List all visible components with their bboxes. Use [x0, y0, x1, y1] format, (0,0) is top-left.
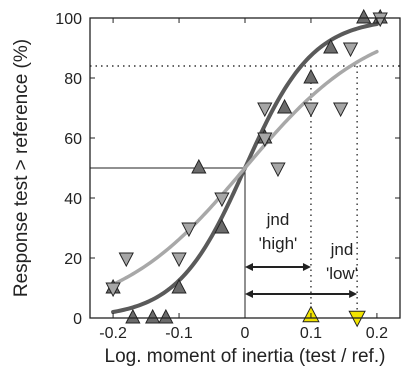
data-point-high-4: [171, 278, 187, 294]
jnd-annotation-0: jnd: [266, 210, 290, 229]
data-point-high-11: [356, 8, 372, 24]
x-tick-label-3: 0.1: [300, 325, 322, 342]
data-point-low-3: [181, 222, 197, 238]
data-point-high-9: [303, 68, 319, 84]
data-point-low-5: [257, 132, 273, 148]
data-point-low-0: [105, 282, 121, 298]
x-tick-label-4: 0.2: [366, 325, 388, 342]
jnd-arrow-head-right-0: [302, 263, 311, 271]
threshold-marker-low: [348, 310, 366, 328]
fit-curve-low: [111, 49, 379, 287]
data-point-low-8: [303, 102, 319, 118]
jnd-annotation-3: 'low': [326, 264, 358, 283]
data-point-high-8: [276, 98, 293, 114]
data-point-low-6: [257, 102, 273, 118]
jnd-arrow-head-left-0: [245, 263, 253, 271]
plot-layer: jnd 'high' jnd 'low': [90, 8, 400, 328]
y-tick-label-4: 80: [64, 71, 82, 88]
data-point-low-1: [118, 252, 134, 268]
y-tick-label-3: 60: [64, 131, 82, 148]
data-point-high-5: [191, 158, 207, 174]
jnd-annotation-1: 'high': [259, 234, 298, 253]
jnd-arrow-head-right-1: [349, 290, 358, 298]
x-tick-label-0: -0.2: [99, 325, 127, 342]
data-point-high-3: [158, 308, 174, 324]
y-tick-label-0: 0: [73, 311, 82, 328]
y-axis-label: Response test > reference (%): [11, 39, 32, 297]
jnd-arrow-head-left-1: [245, 290, 253, 298]
data-point-low-9: [332, 102, 349, 118]
data-point-high-1: [125, 308, 141, 324]
data-point-low-2: [171, 252, 187, 268]
x-tick-label-2: 0: [241, 325, 250, 342]
data-point-low-10: [342, 42, 359, 58]
x-tick-label-1: -0.1: [165, 325, 193, 342]
data-point-high-2: [145, 308, 161, 324]
data-point-high-6: [214, 218, 230, 234]
axis-ticks: -0.2 -0.1 0 0.1 0.2 0 20 40 60 80 100: [55, 11, 400, 342]
y-tick-label-2: 40: [64, 191, 82, 208]
data-point-high-10: [323, 38, 339, 54]
jnd-annotation-2: jnd: [330, 240, 354, 259]
x-axis-label: Log. moment of inertia (test / ref.): [105, 346, 386, 367]
y-tick-label-1: 20: [64, 251, 82, 268]
data-point-low-4: [214, 192, 230, 208]
data-point-low-7: [270, 162, 286, 178]
y-tick-label-5: 100: [55, 11, 82, 28]
